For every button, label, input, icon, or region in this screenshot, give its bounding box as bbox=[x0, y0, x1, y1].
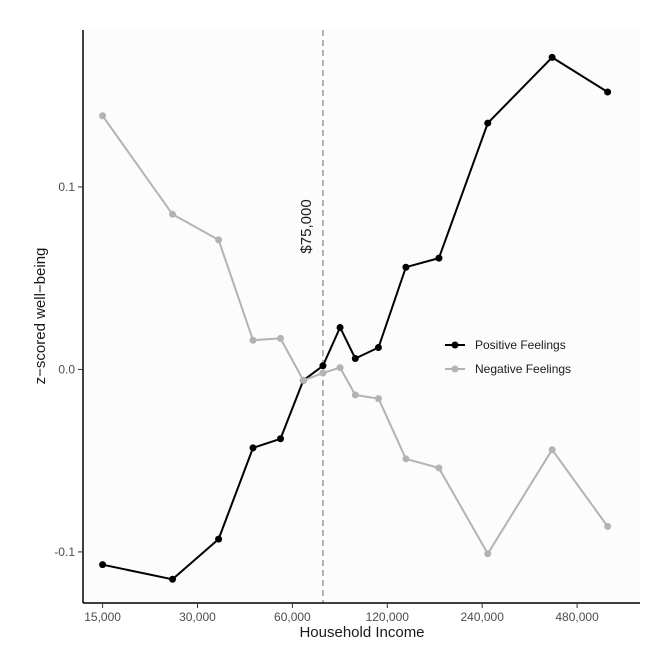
legend: Positive Feelings Negative Feelings bbox=[445, 338, 571, 376]
x-tick-label: 30,000 bbox=[179, 610, 216, 624]
positive-feelings-point bbox=[374, 344, 382, 352]
negative-feelings-point bbox=[249, 336, 257, 344]
negative-feelings-point bbox=[402, 455, 410, 463]
negative-feelings-point bbox=[548, 446, 556, 454]
negative-feelings-point bbox=[99, 112, 107, 120]
plot-panel bbox=[83, 30, 640, 603]
x-tick-label: 15,000 bbox=[84, 610, 121, 624]
x-tick-label: 240,000 bbox=[460, 610, 504, 624]
positive-feelings-point bbox=[351, 354, 359, 362]
negative-feelings-point bbox=[215, 236, 223, 244]
negative-feelings-point bbox=[336, 364, 344, 372]
negative-feelings-point bbox=[374, 395, 382, 403]
negative-feelings-point bbox=[169, 210, 177, 218]
legend-positive-feelings-label: Positive Feelings bbox=[475, 338, 566, 352]
reference-line-label: $75,000 bbox=[298, 199, 315, 253]
legend-negative-feelings-label: Negative Feelings bbox=[475, 362, 571, 376]
negative-feelings-point bbox=[299, 376, 307, 384]
x-tick-label: 60,000 bbox=[274, 610, 311, 624]
negative-feelings-point bbox=[435, 464, 443, 472]
positive-feelings-point bbox=[276, 435, 284, 443]
positive-feelings-point bbox=[484, 119, 492, 127]
positive-feelings-point bbox=[319, 362, 327, 370]
positive-feelings-point bbox=[336, 323, 344, 331]
positive-feelings-point bbox=[249, 444, 257, 452]
y-tick-label: 0.0 bbox=[58, 362, 75, 376]
legend-negative-feelings-marker bbox=[451, 365, 459, 373]
x-tick-label: 120,000 bbox=[366, 610, 410, 624]
negative-feelings-point bbox=[351, 391, 359, 399]
negative-feelings-point bbox=[604, 522, 612, 530]
negative-feelings-point bbox=[484, 550, 492, 558]
y-tick-label: -0.1 bbox=[54, 545, 75, 559]
positive-feelings-point bbox=[99, 561, 107, 569]
positive-feelings-point bbox=[604, 88, 612, 96]
negative-feelings-point bbox=[319, 369, 327, 377]
positive-feelings-point bbox=[402, 263, 410, 271]
legend-positive-feelings-marker bbox=[451, 341, 459, 349]
y-axis-title: z−scored well−being bbox=[32, 248, 49, 385]
positive-feelings-point bbox=[215, 535, 223, 543]
positive-feelings-point bbox=[435, 254, 443, 262]
positive-feelings-point bbox=[169, 575, 177, 583]
y-tick-label: 0.1 bbox=[58, 180, 75, 194]
positive-feelings-point bbox=[548, 53, 556, 61]
negative-feelings-point bbox=[276, 334, 284, 342]
x-axis-title: Household Income bbox=[299, 624, 424, 641]
x-tick-label: 480,000 bbox=[555, 610, 599, 624]
